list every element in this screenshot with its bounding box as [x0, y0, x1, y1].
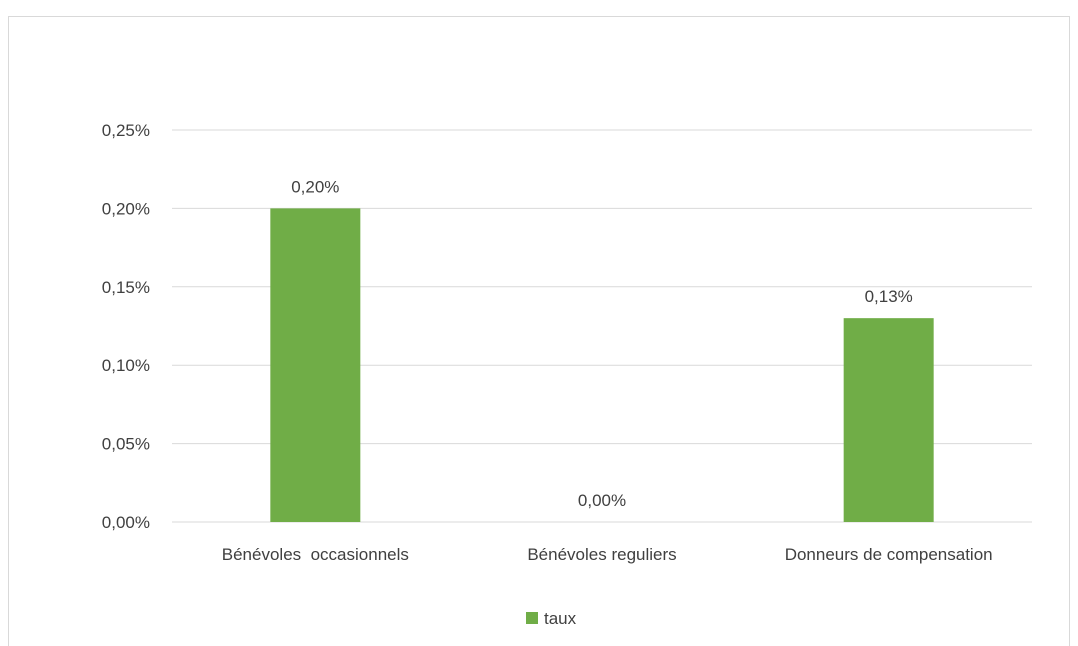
y-tick-label: 0,20% [102, 199, 150, 218]
bar [843, 318, 934, 522]
bars [270, 208, 934, 522]
y-axis-tick-labels: 0,00% 0,05% 0,10% 0,15% 0,20% 0,25% [102, 121, 150, 532]
y-tick-label: 0,05% [102, 435, 150, 454]
data-label: 0,00% [578, 491, 626, 510]
y-tick-label: 0,15% [102, 278, 150, 297]
y-tick-label: 0,10% [102, 356, 150, 375]
x-category-label: Bénévoles reguliers [527, 545, 676, 564]
data-labels: 0,20% 0,00% 0,13% [291, 177, 913, 510]
legend-label: taux [544, 609, 577, 628]
x-category-label: Bénévoles occasionnels [222, 545, 409, 564]
legend-swatch [526, 612, 538, 624]
x-axis-category-labels: Bénévoles occasionnels Bénévoles regulier… [222, 545, 993, 564]
y-tick-label: 0,25% [102, 121, 150, 140]
legend: taux [526, 609, 577, 628]
data-label: 0,20% [291, 177, 339, 196]
y-tick-label: 0,00% [102, 513, 150, 532]
bar [270, 208, 361, 522]
data-label: 0,13% [865, 287, 913, 306]
x-category-label: Donneurs de compensation [785, 545, 993, 564]
